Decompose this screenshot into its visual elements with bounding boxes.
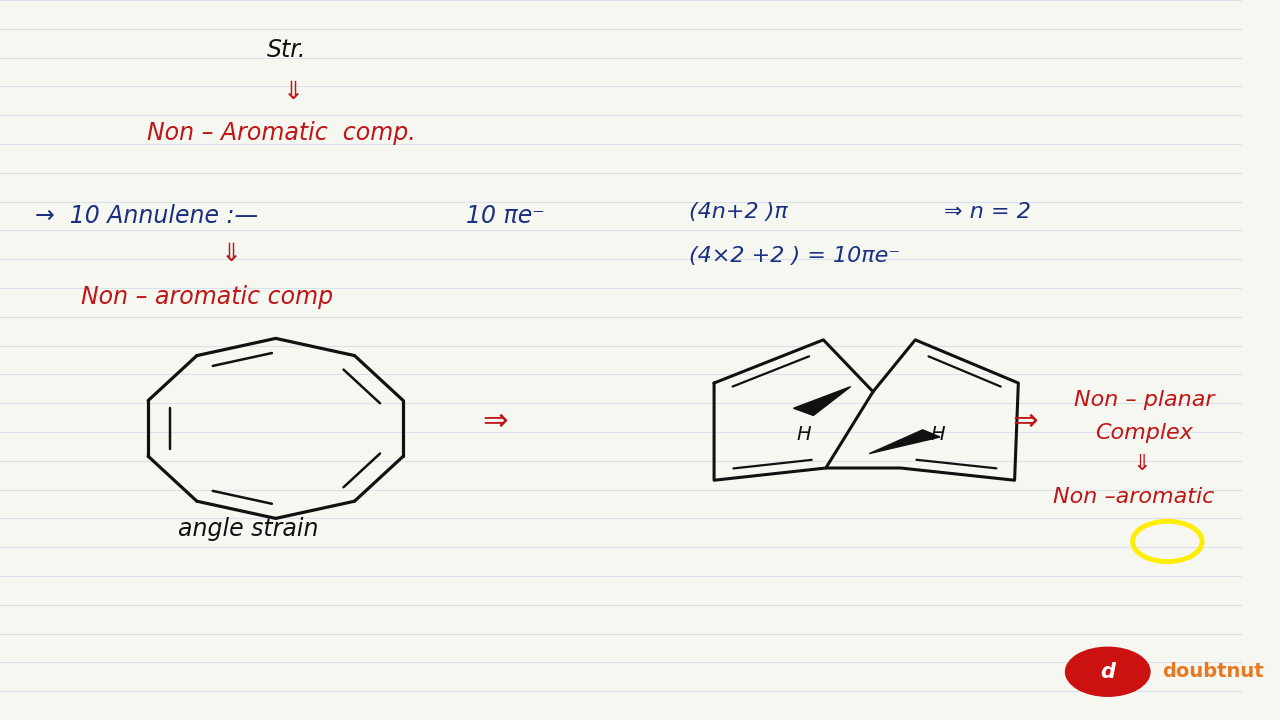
Circle shape xyxy=(1065,647,1149,696)
Polygon shape xyxy=(794,387,851,415)
Text: ⇓: ⇓ xyxy=(221,241,242,266)
Text: doubtnut: doubtnut xyxy=(1162,662,1265,681)
Text: Str.: Str. xyxy=(268,38,306,63)
Text: Non – planar: Non – planar xyxy=(1074,390,1215,410)
Text: Non –aromatic: Non –aromatic xyxy=(1053,487,1215,507)
Text: (4n+2 )π: (4n+2 )π xyxy=(689,202,788,222)
Text: 10 πe⁻: 10 πe⁻ xyxy=(466,204,544,228)
Text: ⇓: ⇓ xyxy=(283,80,305,104)
Text: →  10 Annulene :—: → 10 Annulene :— xyxy=(35,204,257,228)
Text: angle strain: angle strain xyxy=(178,517,319,541)
Text: d: d xyxy=(1101,662,1115,682)
Text: ⇒: ⇒ xyxy=(481,407,507,436)
Text: H: H xyxy=(796,426,810,444)
Polygon shape xyxy=(869,430,940,454)
Text: ⇓: ⇓ xyxy=(1133,454,1151,474)
Text: (4×2 +2 ) = 10πe⁻: (4×2 +2 ) = 10πe⁻ xyxy=(689,246,900,266)
Text: ⇒: ⇒ xyxy=(1012,407,1038,436)
Text: ⇒ n = 2: ⇒ n = 2 xyxy=(943,202,1030,222)
Text: H: H xyxy=(931,426,945,444)
Text: Non – aromatic comp: Non – aromatic comp xyxy=(81,284,333,309)
Text: Non – Aromatic  comp.: Non – Aromatic comp. xyxy=(146,121,415,145)
Text: Complex: Complex xyxy=(1096,423,1193,444)
